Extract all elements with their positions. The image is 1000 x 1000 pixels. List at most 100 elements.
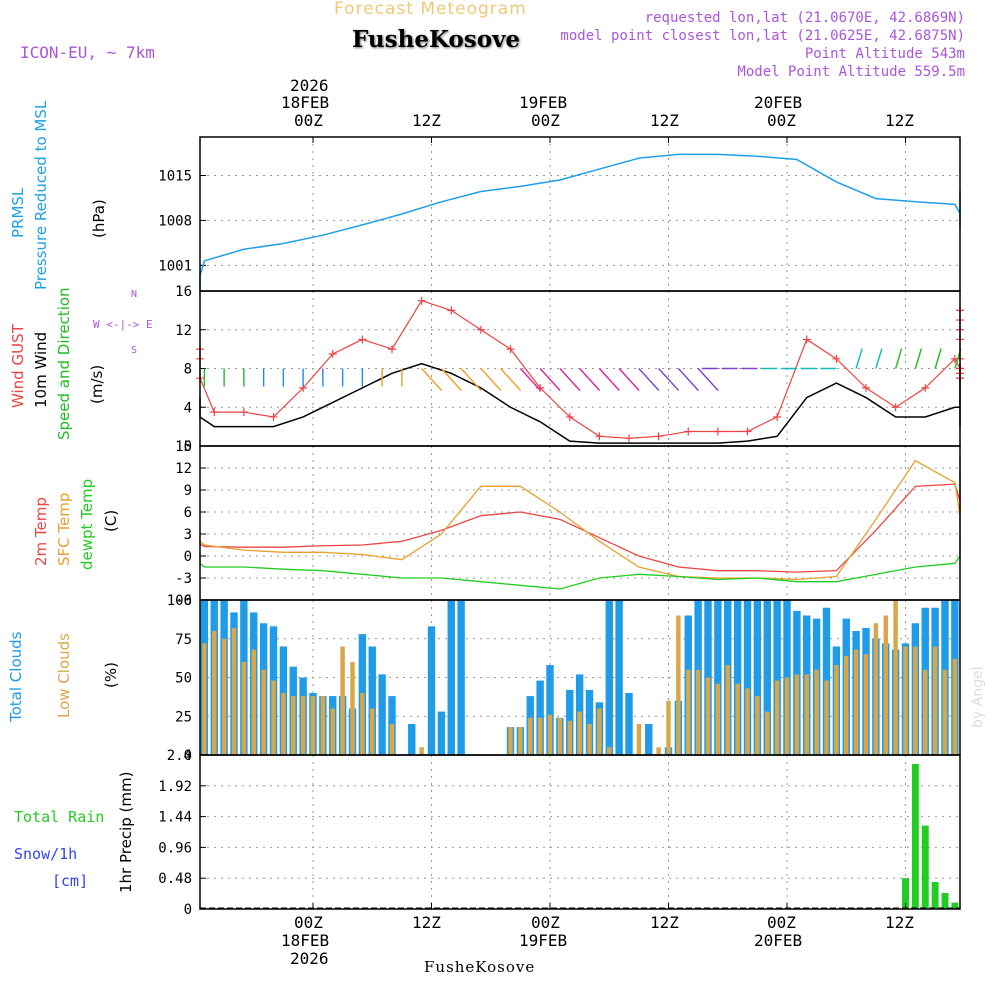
y-tick-label: 0.48 bbox=[158, 871, 192, 887]
y-tick-label: 1015 bbox=[158, 169, 192, 185]
y-tick-label: 15 bbox=[175, 439, 192, 455]
total-cloud-bar bbox=[763, 600, 771, 755]
low-cloud-bar bbox=[913, 646, 918, 755]
low-cloud-bar bbox=[695, 669, 701, 755]
snow-unit: [cm] bbox=[52, 872, 89, 890]
gust-marker bbox=[654, 432, 663, 441]
gust-marker bbox=[210, 408, 219, 417]
low-cloud-bar bbox=[330, 708, 335, 755]
y-tick-label: 12 bbox=[175, 461, 192, 477]
total-cloud-bar bbox=[457, 600, 465, 755]
gust-marker bbox=[565, 412, 574, 421]
low-cloud-bar bbox=[942, 669, 948, 755]
wind-direction-arrow bbox=[855, 348, 863, 369]
low-cloud-bar bbox=[952, 658, 958, 755]
low-cloud-bar bbox=[705, 677, 711, 755]
gust-marker bbox=[506, 345, 515, 354]
total-cloud-bar bbox=[368, 646, 376, 755]
top-hour-label: 12Z bbox=[650, 111, 679, 130]
gust-marker bbox=[328, 349, 337, 358]
y-tick-label: 2.4 bbox=[167, 748, 192, 764]
low-cloud-bar bbox=[340, 646, 345, 755]
gust-marker bbox=[595, 432, 604, 441]
panel-frame bbox=[199, 136, 961, 292]
gust-marker bbox=[239, 408, 248, 417]
top-day-label: 20FEB bbox=[754, 93, 803, 112]
low-cloud-bar bbox=[251, 649, 256, 755]
bottom-day-label: 20FEB bbox=[754, 931, 803, 950]
wind-direction-arrow bbox=[440, 368, 462, 391]
gust-marker bbox=[802, 335, 811, 344]
gust-marker bbox=[832, 354, 841, 363]
total-cloud-bar bbox=[733, 600, 742, 755]
low-cloud-bar bbox=[607, 747, 612, 755]
temp-2m-line bbox=[199, 471, 961, 573]
total-cloud-bar bbox=[625, 693, 633, 755]
panel-frame bbox=[199, 445, 961, 601]
bottom-hour-label: 00Z bbox=[767, 913, 796, 932]
gust-marker bbox=[743, 427, 752, 436]
rain-bar bbox=[931, 882, 939, 909]
low-cloud-bar bbox=[656, 747, 661, 755]
gust-marker bbox=[862, 383, 870, 392]
y-tick-label: 0 bbox=[184, 549, 192, 565]
total-cloud-bar bbox=[447, 600, 455, 755]
low-cloud-bar bbox=[784, 677, 790, 755]
wind-direction-arrow bbox=[677, 368, 699, 391]
top-hour-label: 00Z bbox=[294, 111, 323, 130]
y-tick-label: 1008 bbox=[158, 213, 192, 229]
low-cloud-bar bbox=[508, 727, 513, 755]
low-cloud-bar bbox=[873, 623, 879, 755]
bottom-location: FusheKosove bbox=[424, 958, 536, 976]
gust-marker bbox=[684, 427, 693, 436]
rain-bar bbox=[902, 878, 909, 909]
low-cloud-bar bbox=[893, 600, 898, 755]
bottom-hour-label: 00Z bbox=[294, 913, 323, 932]
wind-direction-arrow bbox=[697, 368, 719, 391]
low-cloud-bar bbox=[350, 662, 355, 755]
gust-marker bbox=[269, 412, 278, 421]
top-hour-label: 12Z bbox=[412, 111, 441, 130]
low-cloud-bar bbox=[863, 654, 869, 755]
total-cloud-bar bbox=[743, 600, 752, 755]
pressure-line bbox=[199, 153, 961, 290]
low-cloud-bar bbox=[725, 665, 730, 755]
total-cloud-bar bbox=[773, 600, 781, 755]
wind-direction-arrow bbox=[460, 368, 482, 391]
panel-frame bbox=[199, 754, 961, 910]
low-cloud-bar bbox=[903, 646, 908, 755]
point-altitude: Point Altitude 543m bbox=[804, 46, 965, 62]
y-tick-label: 50 bbox=[175, 671, 192, 687]
wind-direction-arrow bbox=[658, 368, 680, 391]
low-cloud-bar bbox=[853, 649, 859, 755]
snow-label: Snow/1h bbox=[14, 845, 78, 863]
closest-coords: model point closest lon,lat (21.0625E, 4… bbox=[560, 28, 965, 44]
low-cloud-bar bbox=[261, 669, 266, 755]
top-hour-label: 12Z bbox=[885, 111, 914, 130]
low-cloud-bar bbox=[537, 717, 543, 755]
gust-marker bbox=[388, 345, 396, 354]
low-cloud-bar bbox=[221, 638, 227, 755]
total-cloud-bar bbox=[645, 724, 653, 755]
gust-marker bbox=[625, 434, 633, 443]
wind-direction-arrow bbox=[875, 348, 883, 369]
low-cloud-bar bbox=[547, 714, 553, 755]
bottom-day-label: 19FEB bbox=[519, 931, 568, 950]
low-cloud-bar bbox=[202, 643, 207, 755]
y-tick-label: 6 bbox=[184, 505, 192, 521]
wind-direction-arrow bbox=[539, 368, 561, 391]
y-tick-label: 0.96 bbox=[158, 840, 192, 856]
y-tick-label: 3 bbox=[184, 527, 192, 543]
rain-bar bbox=[921, 825, 929, 909]
top-hour-label: 00Z bbox=[767, 111, 796, 130]
model-altitude: Model Point Altitude 559.5m bbox=[737, 64, 965, 80]
low-cloud-bar bbox=[231, 627, 237, 755]
low-cloud-bar bbox=[241, 662, 247, 755]
y-tick-label: -3 bbox=[175, 571, 192, 587]
bottom-hour-label: 12Z bbox=[412, 913, 441, 932]
total-cloud-bar bbox=[378, 674, 386, 755]
wind-direction-arrow bbox=[934, 348, 942, 369]
y-tick-label: 1001 bbox=[158, 258, 192, 274]
low-cloud-bar bbox=[291, 696, 296, 755]
low-cloud-bar bbox=[932, 646, 938, 755]
